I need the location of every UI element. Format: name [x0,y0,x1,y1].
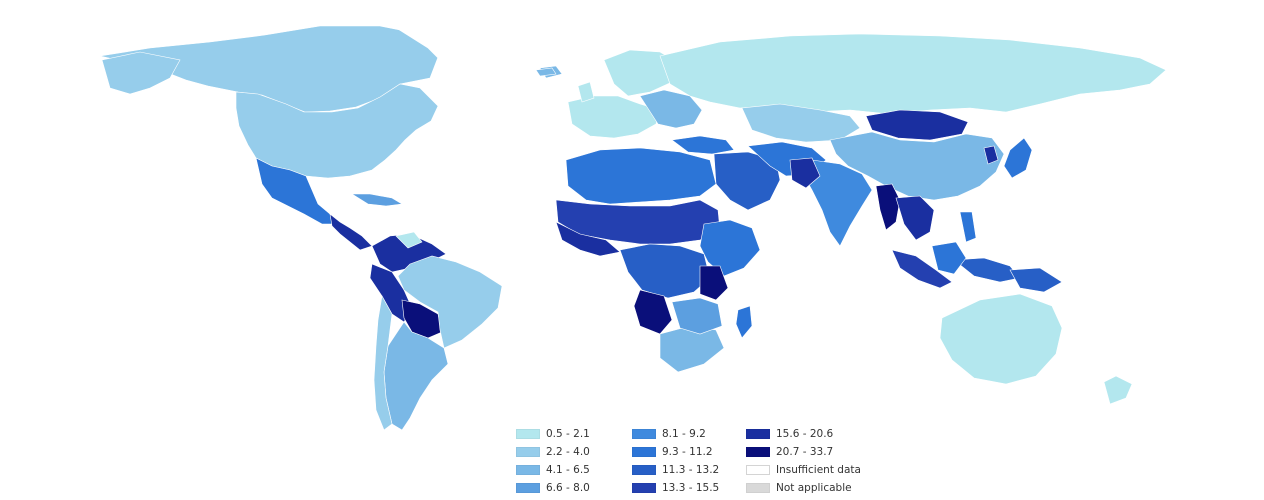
legend-swatch [632,465,656,475]
country-chile [373,295,393,431]
legend-label: 13.3 - 15.5 [662,482,720,494]
legend-swatch [632,447,656,457]
country-philippines [959,211,977,243]
country-mozambique-zambia [671,297,723,335]
legend-item: 9.3 - 11.2 [632,443,752,461]
country-turkey [671,135,735,155]
country-india [803,159,873,247]
legend-swatch [516,483,540,493]
country-borneo [931,241,967,275]
legend-item: 15.6 - 20.6 [746,425,866,443]
country-kazakhstan [741,103,861,143]
country-central-america [329,213,373,251]
country-indonesia-west [891,249,953,289]
legend-swatch [516,465,540,475]
legend-item: 11.3 - 13.2 [632,461,752,479]
country-pakistan [789,157,821,189]
country-argentina [383,321,449,431]
legend-label: Not applicable [776,482,852,494]
country-myanmar [875,183,901,231]
legend-item: Not applicable [746,479,866,497]
legend-label: 2.2 - 4.0 [546,446,590,458]
legend-item: 8.1 - 9.2 [632,425,752,443]
legend-label: 20.7 - 33.7 [776,446,834,458]
legend-swatch [632,429,656,439]
legend-column-1: 0.5 - 2.1 2.2 - 4.0 4.1 - 6.5 6.6 - 8.0 [516,425,636,497]
legend-item: Insufficient data [746,461,866,479]
country-uk [577,81,595,103]
legend-swatch [746,429,770,439]
country-guyana [395,231,423,249]
legend-label: 6.6 - 8.0 [546,482,590,494]
legend-label: 0.5 - 2.1 [546,428,590,440]
legend-item: 13.3 - 15.5 [632,479,752,497]
country-russia [659,33,1167,115]
legend-label: 11.3 - 13.2 [662,464,720,476]
legend-item: 4.1 - 6.5 [516,461,636,479]
country-tanzania [699,265,729,301]
legend-swatch [746,483,770,493]
country-se-asia [895,195,935,241]
legend-label: 15.6 - 20.6 [776,428,834,440]
country-bolivia [401,299,443,339]
legend-swatch [516,447,540,457]
legend-swatch [632,483,656,493]
country-korea [983,145,999,165]
legend-swatch [746,447,770,457]
legend-swatch [746,465,770,475]
country-eastern-europe [639,89,703,129]
country-mongolia [865,109,969,141]
country-china [829,131,1005,201]
legend-item: 2.2 - 4.0 [516,443,636,461]
country-western-europe [567,95,661,139]
country-southern-africa [659,325,725,373]
country-brazil [397,255,503,349]
legend-item: 20.7 - 33.7 [746,443,866,461]
country-australia [939,293,1063,385]
legend-item: 0.5 - 2.1 [516,425,636,443]
legend-swatch [516,429,540,439]
legend-label: 8.1 - 9.2 [662,428,706,440]
country-north-africa [565,147,717,205]
country-new-zealand [1103,375,1133,405]
country-central-africa [619,243,711,299]
country-caribbean [350,193,403,207]
legend-label: 4.1 - 6.5 [546,464,590,476]
country-papua [1009,267,1063,293]
country-canada [99,25,441,113]
country-east-africa [699,219,761,277]
legend-label: 9.3 - 11.2 [662,446,713,458]
country-svalbard [535,67,557,77]
country-japan [1003,137,1033,179]
country-madagascar [735,305,753,339]
legend-label: Insufficient data [776,464,861,476]
country-alaska [101,51,181,95]
country-west-africa [555,221,621,257]
legend-column-3: 15.6 - 20.6 20.7 - 33.7 Insufficient dat… [746,425,866,497]
legend-column-2: 8.1 - 9.2 9.3 - 11.2 11.3 - 13.2 13.3 - … [632,425,752,497]
country-greenland [389,11,581,83]
legend: 0.5 - 2.1 2.2 - 4.0 4.1 - 6.5 6.6 - 8.0 … [516,425,876,495]
legend-item: 6.6 - 8.0 [516,479,636,497]
